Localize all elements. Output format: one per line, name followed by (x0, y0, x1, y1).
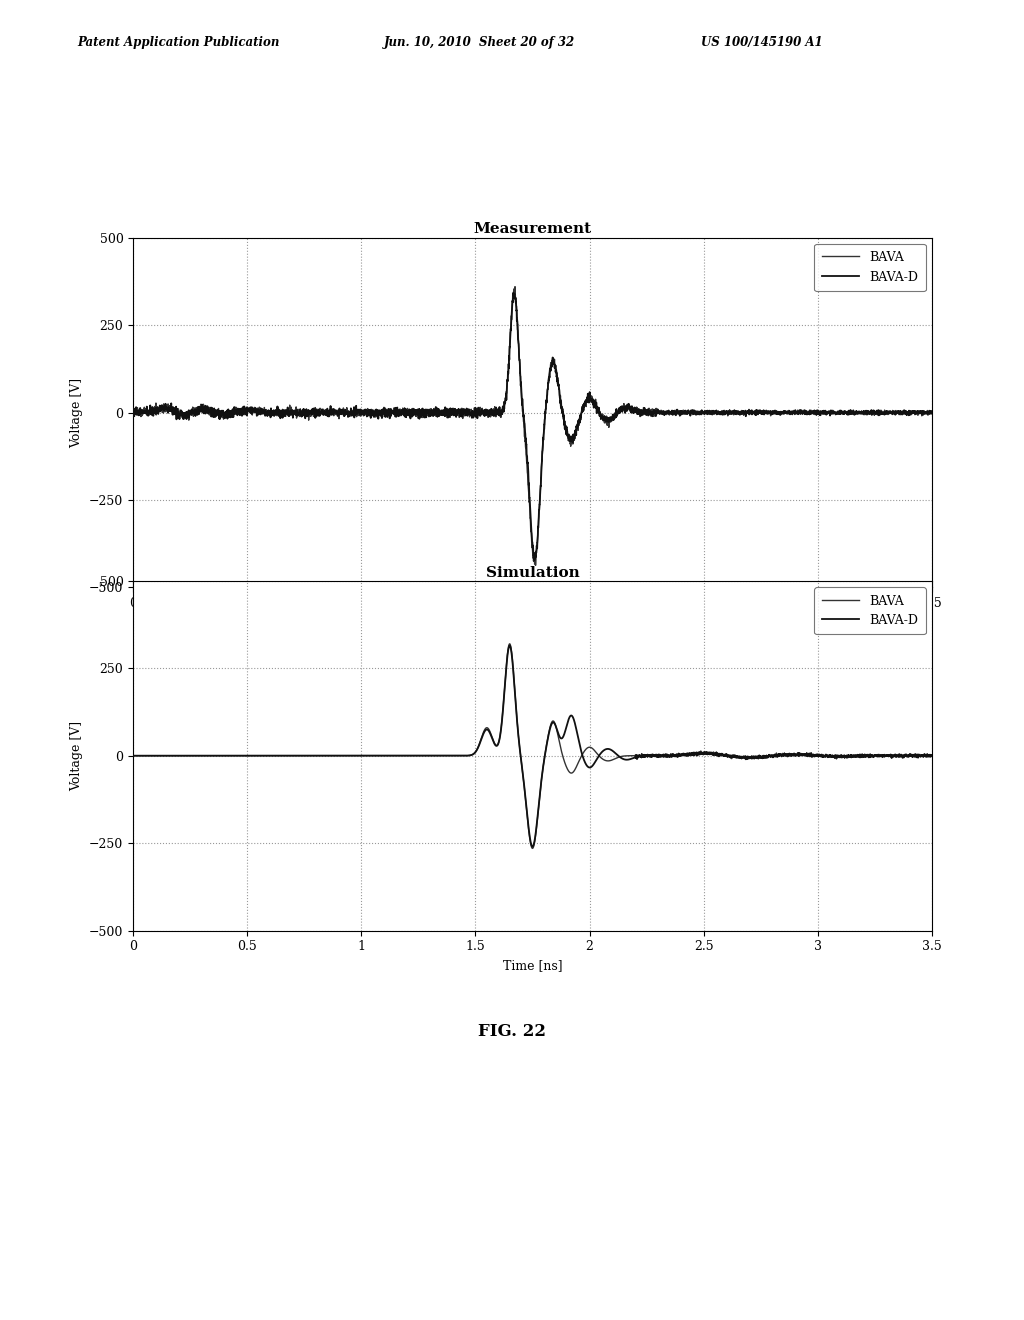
BAVA-D (294, 747, 306, 763)
BAVA (635, 750, 647, 766)
BAVA (526, 841, 539, 857)
BAVA (926, 747, 938, 763)
Text: US 100/145190 A1: US 100/145190 A1 (701, 36, 823, 49)
BAVA (504, 636, 516, 652)
Line: BAVA: BAVA (133, 644, 932, 849)
BAVA-D (504, 639, 516, 655)
BAVA-D (504, 335, 516, 351)
Line: BAVA: BAVA (133, 286, 932, 565)
BAVA (926, 404, 938, 420)
BAVA (504, 331, 516, 347)
Line: BAVA-D: BAVA-D (133, 645, 932, 846)
Legend: BAVA, BAVA-D: BAVA, BAVA-D (814, 244, 926, 292)
BAVA-D (504, 638, 516, 653)
BAVA (509, 279, 521, 294)
Title: Simulation: Simulation (485, 566, 580, 579)
Text: FIG. 22: FIG. 22 (478, 1023, 546, 1040)
BAVA (127, 407, 139, 422)
BAVA-D (864, 405, 877, 421)
Text: Patent Application Publication: Patent Application Publication (77, 36, 280, 49)
Line: BAVA-D: BAVA-D (133, 293, 932, 561)
BAVA (635, 404, 647, 420)
BAVA-D (526, 838, 539, 854)
BAVA-D (528, 553, 541, 569)
Y-axis label: Voltage [V]: Voltage [V] (71, 721, 84, 791)
BAVA (601, 752, 613, 768)
BAVA (601, 413, 613, 429)
BAVA (504, 636, 516, 652)
BAVA (127, 747, 139, 763)
BAVA-D (416, 403, 428, 418)
BAVA-D (601, 741, 613, 756)
BAVA (294, 403, 306, 418)
BAVA-D (127, 747, 139, 763)
BAVA (416, 747, 428, 763)
Legend: BAVA, BAVA-D: BAVA, BAVA-D (814, 587, 926, 635)
BAVA-D (926, 748, 938, 764)
BAVA-D (635, 750, 647, 766)
BAVA-D (601, 411, 613, 426)
BAVA-D (416, 747, 428, 763)
BAVA (416, 404, 428, 420)
BAVA-D (864, 748, 877, 764)
BAVA (529, 557, 542, 573)
Text: Jun. 10, 2010  Sheet 20 of 32: Jun. 10, 2010 Sheet 20 of 32 (384, 36, 575, 49)
X-axis label: Time [ns]: Time [ns] (503, 958, 562, 972)
Title: Measurement: Measurement (473, 223, 592, 236)
BAVA-D (635, 404, 647, 420)
BAVA (864, 747, 877, 763)
BAVA (864, 407, 877, 422)
BAVA-D (127, 403, 139, 418)
BAVA-D (294, 404, 306, 420)
BAVA (294, 747, 306, 763)
BAVA-D (507, 285, 519, 301)
BAVA-D (926, 404, 938, 420)
Y-axis label: Voltage [V]: Voltage [V] (71, 378, 84, 447)
